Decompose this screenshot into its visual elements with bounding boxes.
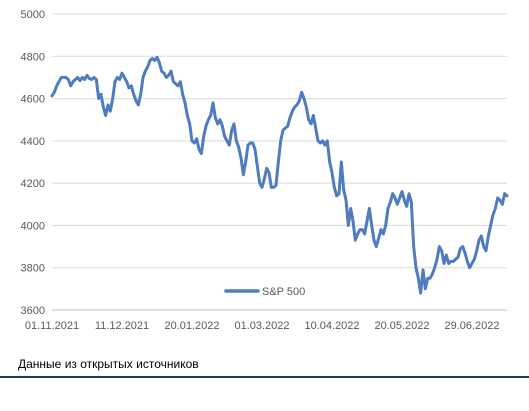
source-note: Данные из открытых источников bbox=[18, 357, 199, 371]
bottom-divider bbox=[0, 376, 529, 378]
y-tick-label: 3600 bbox=[21, 305, 45, 317]
y-tick-label: 3800 bbox=[21, 263, 45, 275]
x-tick-label: 01.11.2021 bbox=[25, 320, 79, 332]
series-line-sp500 bbox=[50, 55, 509, 295]
y-tick-label: 4000 bbox=[21, 220, 45, 232]
x-tick-label: 01.03.2022 bbox=[234, 320, 289, 332]
y-tick-label: 4600 bbox=[21, 94, 45, 106]
y-tick-label: 4200 bbox=[21, 178, 45, 190]
y-axis: 3600 3800 4000 4200 4400 4600 4800 5000 bbox=[21, 9, 45, 317]
series-layer bbox=[50, 55, 509, 295]
x-tick-label: 11.12.2021 bbox=[95, 320, 149, 332]
x-axis: 01.11.2021 11.12.2021 20.01.2022 01.03.2022… bbox=[25, 320, 500, 332]
legend-label-sp500: S&P 500 bbox=[262, 286, 305, 298]
gridlines bbox=[52, 13, 507, 311]
legend: S&P 500 bbox=[224, 286, 305, 298]
x-tick-label: 20.05.2022 bbox=[374, 320, 429, 332]
y-tick-label: 5000 bbox=[21, 9, 45, 21]
x-tick-label: 20.01.2022 bbox=[164, 320, 219, 332]
y-tick-label: 4800 bbox=[21, 51, 45, 63]
y-tick-label: 4400 bbox=[21, 136, 45, 148]
x-tick-label: 29.06.2022 bbox=[444, 320, 499, 332]
x-tick-label: 10.04.2022 bbox=[304, 320, 359, 332]
